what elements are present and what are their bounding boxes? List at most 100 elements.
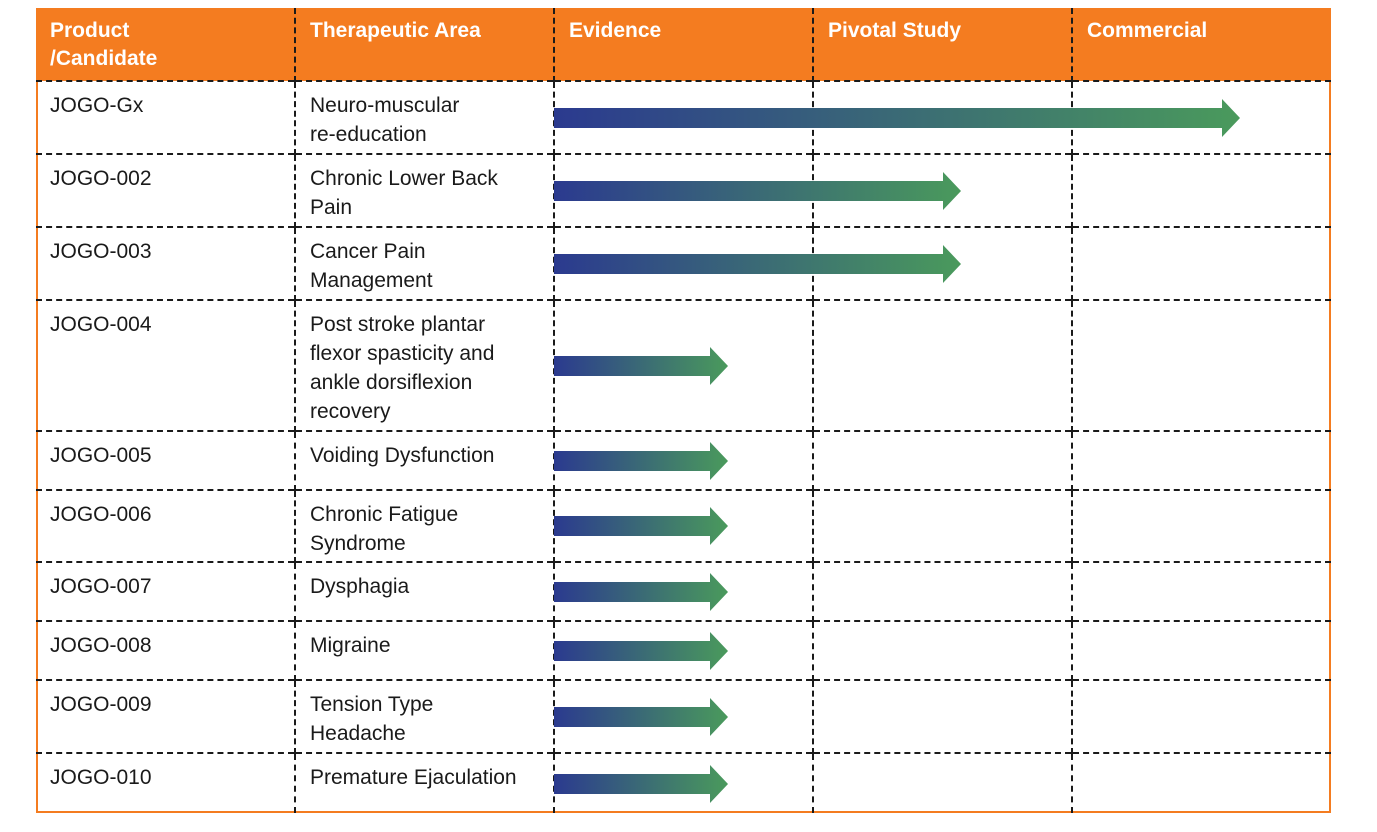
therapeutic-area-cell: Neuro-muscular re-education (295, 80, 555, 154)
header-commercial: Commercial (1072, 8, 1331, 81)
therapeutic-area-cell: Post stroke plantar flexor spasticity an… (295, 299, 555, 431)
product-cell: JOGO-004 (36, 299, 296, 431)
evidence-cell (554, 430, 814, 490)
therapeutic-area-name: Post stroke plantar flexor spasticity an… (310, 313, 495, 423)
pivotal-study-cell (813, 299, 1073, 431)
therapeutic-area-cell: Chronic Fatigue Syndrome (295, 489, 555, 562)
therapeutic-area-name: Migraine (310, 634, 391, 657)
pipeline-table-frame: Product /Candidate Therapeutic Area Evid… (36, 8, 1331, 813)
therapeutic-area-name: Chronic Fatigue Syndrome (310, 503, 459, 555)
evidence-cell (554, 752, 814, 813)
progress-arrow-icon (554, 572, 728, 612)
evidence-cell (554, 299, 814, 431)
commercial-cell (1072, 80, 1331, 154)
product-name: JOGO-Gx (50, 94, 144, 117)
pivotal-study-cell (813, 489, 1073, 562)
therapeutic-area-cell: Dysphagia (295, 561, 555, 621)
evidence-cell (554, 561, 814, 621)
pivotal-study-cell (813, 620, 1073, 680)
therapeutic-area-cell: Chronic Lower Back Pain (295, 153, 555, 227)
pivotal-study-cell (813, 226, 1073, 300)
therapeutic-area-name: Tension Type Headache (310, 693, 434, 745)
evidence-cell (554, 489, 814, 562)
therapeutic-area-cell: Voiding Dysfunction (295, 430, 555, 490)
progress-arrow-icon (554, 631, 728, 671)
product-name: JOGO-003 (50, 240, 152, 263)
pipeline-row: JOGO-007 Dysphagia (36, 561, 1331, 621)
header-pivotal-study: Pivotal Study (813, 8, 1073, 81)
product-name: JOGO-007 (50, 575, 152, 598)
header-product: Product /Candidate (36, 8, 296, 81)
product-name: JOGO-009 (50, 693, 152, 716)
therapeutic-area-cell: Premature Ejaculation (295, 752, 555, 813)
product-cell: JOGO-010 (36, 752, 296, 813)
therapeutic-area-name: Cancer Pain Management (310, 240, 433, 292)
pipeline-row: JOGO-009 Tension Type Headache (36, 679, 1331, 753)
therapeutic-area-cell: Tension Type Headache (295, 679, 555, 753)
header-product-label: Product /Candidate (50, 19, 158, 70)
progress-arrow-shape (554, 764, 728, 803)
header-evidence-label: Evidence (569, 19, 662, 42)
pivotal-study-cell (813, 80, 1073, 154)
progress-arrow-icon (554, 506, 728, 546)
commercial-cell (1072, 153, 1331, 227)
progress-arrow-shape (554, 441, 728, 480)
pivotal-study-cell (813, 430, 1073, 490)
product-name: JOGO-002 (50, 167, 152, 190)
header-therapeutic-area-label: Therapeutic Area (310, 19, 481, 42)
header-therapeutic-area: Therapeutic Area (295, 8, 555, 81)
evidence-cell (554, 80, 1240, 154)
evidence-cell (554, 153, 961, 227)
header-row: Product /Candidate Therapeutic Area Evid… (36, 8, 1331, 81)
evidence-cell (554, 620, 814, 680)
therapeutic-area-name: Premature Ejaculation (310, 766, 517, 789)
evidence-cell (554, 679, 814, 753)
header-evidence: Evidence (554, 8, 814, 81)
commercial-cell (1072, 430, 1331, 490)
progress-arrow-icon (554, 697, 728, 737)
product-cell: JOGO-008 (36, 620, 296, 680)
pivotal-study-cell (813, 153, 1073, 227)
therapeutic-area-cell: Migraine (295, 620, 555, 680)
commercial-cell (1072, 679, 1331, 753)
therapeutic-area-name: Dysphagia (310, 575, 410, 598)
product-name: JOGO-004 (50, 313, 152, 336)
evidence-cell (554, 226, 961, 300)
product-cell: JOGO-009 (36, 679, 296, 753)
pipeline-row: JOGO-003 Cancer Pain Management (36, 226, 1331, 300)
pivotal-study-cell (813, 679, 1073, 753)
product-cell: JOGO-Gx (36, 80, 296, 154)
commercial-cell (1072, 299, 1331, 431)
pipeline-row: JOGO-002 Chronic Lower Back Pain (36, 153, 1331, 227)
product-cell: JOGO-006 (36, 489, 296, 562)
pipeline-row: JOGO-005 Voiding Dysfunction (36, 430, 1331, 490)
product-name: JOGO-005 (50, 444, 152, 467)
progress-arrow-shape (554, 346, 728, 385)
progress-arrow-shape (554, 697, 728, 736)
product-cell: JOGO-003 (36, 226, 296, 300)
progress-arrow-shape (554, 572, 728, 611)
therapeutic-area-name: Neuro-muscular re-education (310, 94, 460, 146)
pipeline-row: JOGO-008 Migraine (36, 620, 1331, 680)
therapeutic-area-name: Voiding Dysfunction (310, 444, 495, 467)
pivotal-study-cell (813, 561, 1073, 621)
corner-mark (38, 780, 46, 790)
progress-arrow-icon (554, 441, 728, 481)
commercial-cell (1072, 226, 1331, 300)
pipeline-row: JOGO-006 Chronic Fatigue Syndrome (36, 489, 1331, 562)
pipeline-row: JOGO-Gx Neuro-muscular re-education (36, 80, 1331, 154)
commercial-cell (1072, 620, 1331, 680)
progress-arrow-icon (554, 764, 728, 804)
header-commercial-label: Commercial (1087, 19, 1208, 42)
product-name: JOGO-006 (50, 503, 152, 526)
therapeutic-area-name: Chronic Lower Back Pain (310, 167, 498, 219)
commercial-cell (1072, 752, 1331, 813)
progress-arrow-shape (554, 631, 728, 670)
progress-arrow-icon (554, 346, 728, 386)
product-cell: JOGO-005 (36, 430, 296, 490)
therapeutic-area-cell: Cancer Pain Management (295, 226, 555, 300)
header-pivotal-study-label: Pivotal Study (828, 19, 962, 42)
commercial-cell (1072, 489, 1331, 562)
product-cell: JOGO-002 (36, 153, 296, 227)
product-name: JOGO-008 (50, 634, 152, 657)
